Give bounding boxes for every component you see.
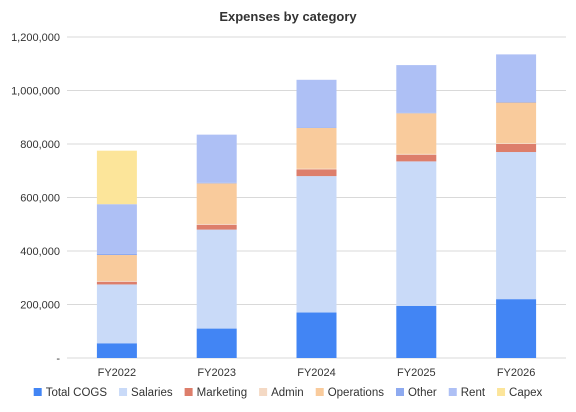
legend: Total COGS Salaries Marketing Admin Operatio… <box>33 387 543 399</box>
bar-admin-fy2026 <box>496 143 537 144</box>
bar-other-fy2024 <box>296 127 337 128</box>
y-axis-ticks: - 200,000 400,000 600,000 800,000 1,000,000 1,… <box>11 32 60 365</box>
bar-marketing-fy2022 <box>96 281 137 285</box>
bar-admin-fy2023 <box>196 223 237 225</box>
x-tick-label: FY2024 <box>297 367 336 379</box>
bar-other-fy2025 <box>396 112 437 114</box>
legend-swatch-admin <box>259 388 268 396</box>
legend-swatch-total-cogs <box>33 388 42 396</box>
y-tick-label: 600,000 <box>20 193 60 205</box>
bar-operations-fy2023 <box>196 183 237 224</box>
bar-total-cogs-fy2022 <box>96 343 137 358</box>
y-tick-label: 200,000 <box>20 300 60 312</box>
x-tick-label: FY2023 <box>197 367 236 379</box>
y-tick-label: 1,200,000 <box>11 32 60 44</box>
bar-operations-fy2025 <box>396 113 437 154</box>
bar-rent-fy2024 <box>296 79 337 128</box>
legend-label-rent: Rent <box>461 387 486 399</box>
legend-swatch-salaries <box>119 388 128 396</box>
bar-marketing-fy2026 <box>496 144 537 153</box>
bar-rent-fy2026 <box>496 54 537 103</box>
bar-total-cogs-fy2026 <box>496 299 537 358</box>
bar-admin-fy2024 <box>296 168 337 170</box>
bar-total-cogs-fy2024 <box>296 312 337 358</box>
legend-label-total-cogs: Total COGS <box>46 387 108 399</box>
x-tick-label: FY2022 <box>98 367 137 379</box>
legend-label-capex: Capex <box>509 387 542 399</box>
y-tick-label: 1,000,000 <box>11 86 60 98</box>
bar-admin-fy2022 <box>96 280 137 282</box>
x-axis-ticks: FY2022 FY2023 FY2024 FY2025 FY2026 <box>98 367 536 379</box>
y-tick-label: - <box>56 353 60 365</box>
bar-salaries-fy2024 <box>296 176 337 313</box>
bar-capex-fy2022 <box>96 150 137 205</box>
bar-admin-fy2025 <box>396 153 437 155</box>
bar-salaries-fy2023 <box>196 229 237 329</box>
legend-label-marketing: Marketing <box>197 387 248 399</box>
bar-rent-fy2025 <box>396 65 437 113</box>
legend-label-admin: Admin <box>271 387 304 399</box>
legend-label-operations: Operations <box>328 387 385 399</box>
bar-operations-fy2024 <box>296 127 337 169</box>
legend-label-salaries: Salaries <box>131 387 173 399</box>
bar-operations-fy2022 <box>96 255 137 281</box>
bar-rent-fy2022 <box>96 204 137 254</box>
bar-other-fy2026 <box>496 102 537 103</box>
bar-marketing-fy2023 <box>196 224 237 230</box>
y-tick-label: 800,000 <box>20 139 60 151</box>
bar-total-cogs-fy2023 <box>196 328 237 358</box>
x-tick-label: FY2025 <box>397 367 436 379</box>
bar-marketing-fy2025 <box>396 154 437 162</box>
legend-label-other: Other <box>408 387 437 399</box>
legend-swatch-rent <box>448 388 457 396</box>
legend-swatch-operations <box>315 388 324 396</box>
bar-marketing-fy2024 <box>296 169 337 177</box>
bars <box>96 54 537 358</box>
legend-swatch-marketing <box>184 388 193 396</box>
chart-title: Expenses by category <box>219 9 357 24</box>
bar-total-cogs-fy2025 <box>396 305 437 358</box>
bar-salaries-fy2025 <box>396 161 437 306</box>
bar-operations-fy2026 <box>496 102 537 144</box>
bar-other-fy2023 <box>196 182 237 184</box>
bar-salaries-fy2022 <box>96 284 137 344</box>
bar-salaries-fy2026 <box>496 152 537 300</box>
legend-swatch-other <box>395 388 404 396</box>
legend-swatch-capex <box>497 388 506 396</box>
bar-rent-fy2023 <box>196 134 237 183</box>
x-tick-label: FY2026 <box>497 367 536 379</box>
y-tick-label: 400,000 <box>20 246 60 258</box>
bar-other-fy2022 <box>96 253 137 256</box>
